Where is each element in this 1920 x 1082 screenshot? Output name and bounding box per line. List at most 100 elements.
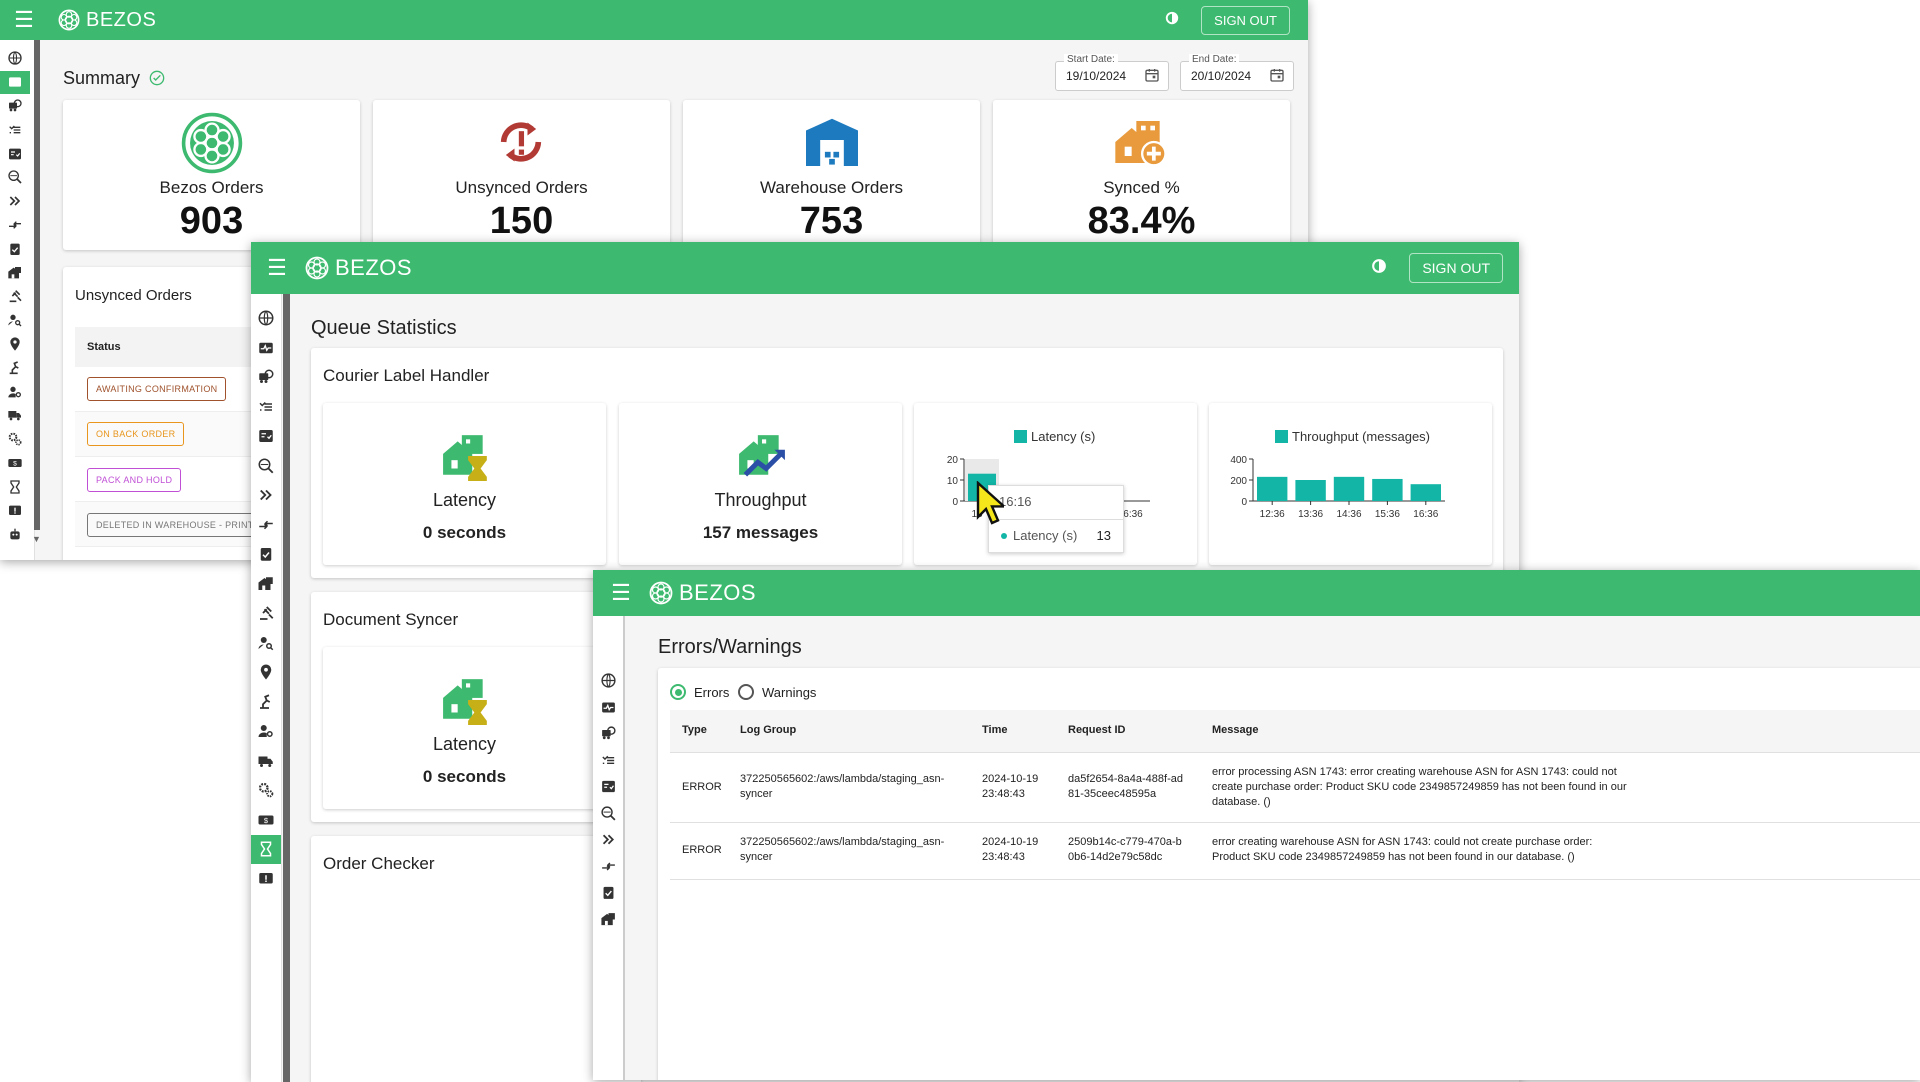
- robot-icon: [10, 529, 20, 540]
- menu-icon[interactable]: ☰: [267, 255, 287, 280]
- sidebar-item-globe[interactable]: [0, 47, 30, 70]
- cell-log-group: 372250565602:/aws/lambda/staging_asn-syn…: [740, 773, 945, 800]
- sidebar-item-clipboard-check[interactable]: [593, 880, 623, 906]
- sidebar-item-gavel[interactable]: [251, 599, 281, 628]
- sidebar-item-hourglass[interactable]: [0, 475, 30, 498]
- sidebar-item-search-globe[interactable]: [593, 801, 623, 827]
- sidebar-item-warehouse[interactable]: [251, 570, 281, 599]
- sidebar-scrollbar[interactable]: [34, 40, 40, 530]
- errors-card: Errors Warnings Type Log Group Time Requ…: [658, 668, 1920, 1080]
- bezos-logo-icon: [649, 581, 673, 605]
- sidebar-item-money[interactable]: $: [0, 452, 30, 475]
- sidebar-item-user-gear[interactable]: [0, 380, 30, 403]
- sidebar-item-delivery[interactable]: [251, 363, 281, 392]
- sidebar-item-pulse[interactable]: [593, 695, 623, 721]
- sidebar-item-pulse[interactable]: [251, 334, 281, 363]
- sidebar-item-checklist[interactable]: [0, 142, 30, 165]
- sidebar-item-double-chevron[interactable]: [0, 190, 30, 213]
- sidebar-item-delivery[interactable]: [593, 721, 623, 747]
- radio-unchecked-icon[interactable]: [738, 684, 754, 700]
- tooltip-dot: [1001, 533, 1007, 539]
- sidebar-scrollbar[interactable]: [623, 616, 625, 1080]
- sidebar-item-pulse[interactable]: [0, 70, 30, 94]
- menu-icon[interactable]: ☰: [611, 580, 631, 605]
- start-date-field[interactable]: Start Date: 19/10/2024: [1055, 54, 1169, 91]
- sidebar-item-search-globe[interactable]: [0, 166, 30, 189]
- sidebar-item-money[interactable]: $: [251, 806, 281, 835]
- home-trend-icon: [739, 435, 785, 477]
- sidebar-item-location[interactable]: [0, 333, 30, 356]
- sidebar-item-double-chevron[interactable]: [593, 827, 623, 853]
- cell-type: ERROR: [682, 781, 722, 793]
- sidebar-item-arrows[interactable]: [0, 214, 30, 237]
- sidebar-item-robot-arm[interactable]: [0, 356, 30, 379]
- globe-icon: [8, 51, 22, 66]
- x-tick-label: 14:36: [1336, 509, 1361, 520]
- sidebar-item-gears[interactable]: [251, 776, 281, 805]
- sync-error-icon: [500, 122, 542, 162]
- sidebar-scrollbar[interactable]: [283, 294, 290, 1082]
- radio-errors[interactable]: Errors: [670, 684, 729, 700]
- checklist-icon: [601, 781, 615, 793]
- throughput-chart-card: Throughput (messages) 400 200 0 12:36 13:36 14…: [1209, 403, 1492, 565]
- radio-checked-icon[interactable]: [670, 684, 686, 700]
- brightness-icon[interactable]: [1163, 9, 1181, 32]
- sidebar-item-arrows[interactable]: [593, 854, 623, 880]
- page-title: Errors/Warnings: [658, 636, 802, 658]
- sidebar-item-hourglass[interactable]: [251, 835, 281, 864]
- calendar-icon[interactable]: [1144, 67, 1160, 88]
- sidebar-item-robot[interactable]: [0, 523, 30, 546]
- sidebar-item-double-chevron[interactable]: [251, 481, 281, 510]
- sidebar-item-checklist[interactable]: [251, 422, 281, 451]
- document-syncer-section: Document Syncer Latency 0 seconds: [311, 592, 641, 822]
- sidebar-item-truck[interactable]: [0, 404, 30, 427]
- app-logo[interactable]: BEZOS: [58, 9, 156, 32]
- menu-icon[interactable]: ☰: [14, 7, 34, 32]
- alert-icon: [259, 872, 273, 884]
- app-logo[interactable]: BEZOS: [305, 255, 412, 281]
- top-app-bar: ☰ BEZOS SIGN OUT: [0, 0, 1308, 40]
- sign-out-button[interactable]: SIGN OUT: [1201, 5, 1290, 35]
- sidebar-item-globe[interactable]: [593, 668, 623, 694]
- app-logo[interactable]: BEZOS: [649, 580, 756, 606]
- home-add-icon: [1115, 121, 1167, 167]
- sidebar-item-list[interactable]: [0, 118, 30, 141]
- table-row[interactable]: ERROR 372250565602:/aws/lambda/staging_a…: [670, 752, 1920, 823]
- column-type: Type: [682, 724, 707, 736]
- sidebar-item-alert[interactable]: [0, 499, 30, 522]
- sidebar-item-location[interactable]: [251, 658, 281, 687]
- sidebar-item-list[interactable]: [251, 393, 281, 422]
- sidebar-item-warehouse[interactable]: [593, 907, 623, 933]
- sidebar-item-gavel[interactable]: [0, 285, 30, 308]
- table-row[interactable]: ERROR 372250565602:/aws/lambda/staging_a…: [670, 823, 1920, 880]
- sidebar-item-user-search[interactable]: [0, 309, 30, 332]
- sidebar-item-delivery[interactable]: [0, 95, 30, 118]
- sidebar-item-robot-arm[interactable]: [251, 688, 281, 717]
- sidebar-item-gears[interactable]: [0, 428, 30, 451]
- sidebar-item-globe[interactable]: [251, 304, 281, 333]
- sidebar-item-arrows[interactable]: [251, 511, 281, 540]
- brightness-icon[interactable]: [1369, 256, 1389, 281]
- sidebar-item-search-globe[interactable]: [251, 452, 281, 481]
- column-time: Time: [982, 724, 1008, 736]
- radio-warnings-label: Warnings: [762, 684, 817, 700]
- sidebar-item-warehouse[interactable]: [0, 261, 30, 284]
- sidebar-item-list[interactable]: [593, 748, 623, 774]
- radio-warnings[interactable]: Warnings: [738, 684, 816, 700]
- calendar-icon[interactable]: [1269, 67, 1285, 88]
- sidebar-item-truck[interactable]: [251, 747, 281, 776]
- scroll-down-icon[interactable]: ▼: [32, 534, 41, 544]
- sidebar-item-checklist[interactable]: [593, 774, 623, 800]
- money-icon: $: [258, 815, 274, 825]
- sidebar-item-alert[interactable]: [251, 865, 281, 894]
- sidebar-item-clipboard-check[interactable]: [251, 540, 281, 569]
- card-title: Unsynced Orders: [75, 287, 192, 304]
- sidebar-item-user-search[interactable]: [251, 629, 281, 658]
- bar: [1410, 484, 1441, 501]
- user-gear-icon: [8, 386, 21, 397]
- x-tick-label: 15:36: [1375, 509, 1400, 520]
- end-date-field[interactable]: End Date: 20/10/2024: [1180, 54, 1294, 91]
- sidebar-item-user-gear[interactable]: [251, 717, 281, 746]
- sidebar-item-clipboard-check[interactable]: [0, 237, 30, 260]
- sign-out-button[interactable]: SIGN OUT: [1409, 253, 1503, 283]
